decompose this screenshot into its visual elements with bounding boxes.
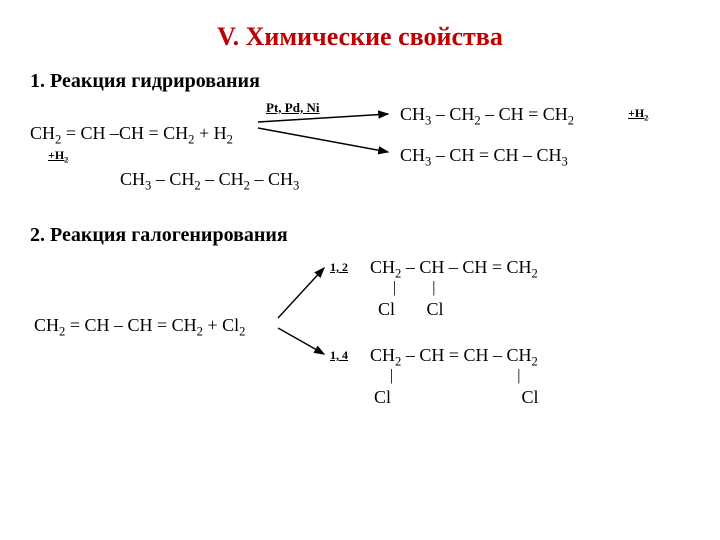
r2-arrows: [274, 254, 394, 414]
reaction-2: CH2 = CH – CH = CH2 + Cl2 1, 2 CH2 – CH …: [30, 254, 690, 454]
section-2-heading: 2. Реакция галогенирования: [30, 222, 690, 248]
reaction-1: Pt, Pd, Ni CH2 = CH –CH = CH2 + H2 CH3 –…: [30, 100, 690, 210]
r2-reactant: CH2 = CH – CH = CH2 + Cl2: [34, 314, 245, 340]
r1-arrows: [248, 100, 628, 200]
section-1-heading: 1. Реакция гидрирования: [30, 68, 690, 94]
page-title: V. Химические свойства: [30, 20, 690, 54]
r2-prod2-line2: Cl Cl: [374, 386, 539, 409]
r2-prod2-bonds: | |: [382, 366, 520, 387]
cond-h2-b: +H2: [48, 148, 68, 166]
r1-reactant: CH2 = CH –CH = CH2 + H2: [30, 122, 233, 148]
cond-h2-a: +H2: [628, 106, 648, 124]
